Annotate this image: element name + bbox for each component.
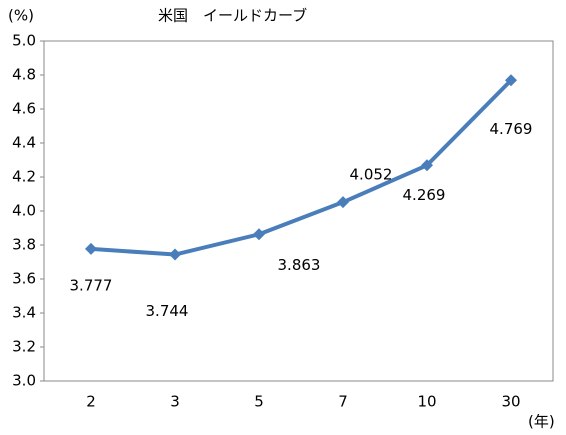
marker [85, 242, 97, 255]
marker [505, 74, 517, 87]
data-label: 4.269 [403, 186, 446, 204]
marker [169, 248, 181, 261]
y-tick-label: 3.4 [12, 304, 36, 322]
y-tick-label: 4.8 [12, 66, 36, 84]
x-tick-label: 2 [86, 393, 96, 411]
y-tick-label: 5.0 [12, 32, 36, 50]
marker [253, 228, 265, 241]
y-tick-label: 4.0 [12, 202, 36, 220]
y-tick-label: 4.6 [12, 100, 36, 118]
y-axis-label: (%) [8, 7, 34, 25]
series-line [90, 78, 513, 257]
data-label: 3.777 [70, 276, 113, 294]
y-tick-label: 3.6 [12, 270, 36, 288]
data-label: 4.769 [490, 120, 533, 138]
y-tick-label: 3.8 [12, 236, 36, 254]
plot-area [43, 40, 554, 382]
data-label: 3.744 [146, 302, 189, 320]
x-tick-label: 30 [501, 393, 520, 411]
chart-title: 米国 イールドカーブ [158, 7, 307, 25]
data-label: 3.863 [278, 256, 321, 274]
marker [421, 159, 433, 172]
x-axis-label: (年) [528, 413, 555, 431]
x-tick-label: 5 [254, 393, 264, 411]
marker [337, 196, 349, 209]
y-tick-label: 3.2 [12, 338, 36, 356]
x-tick-label: 3 [170, 393, 180, 411]
y-tick-label: 3.0 [12, 372, 36, 390]
x-tick-label: 7 [338, 393, 348, 411]
x-tick-label: 10 [417, 393, 436, 411]
y-tick-label: 4.4 [12, 134, 36, 152]
data-label: 4.052 [350, 166, 393, 184]
y-tick-label: 4.2 [12, 168, 36, 186]
